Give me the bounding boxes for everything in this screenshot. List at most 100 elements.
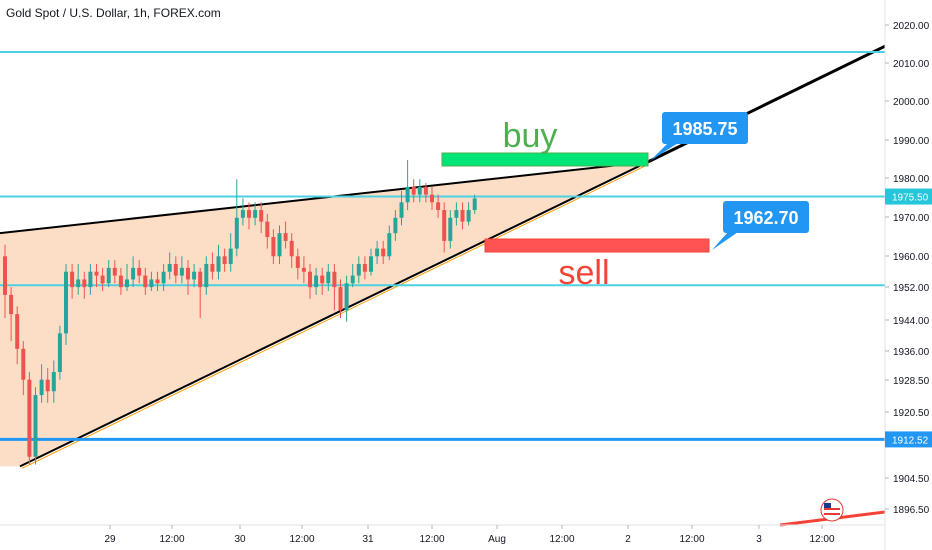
- candle-body: [405, 186, 410, 203]
- candle: [320, 267, 325, 295]
- candle-body: [179, 267, 184, 276]
- candle: [64, 264, 68, 345]
- time-tick-label: 12:00: [809, 534, 834, 545]
- candle: [186, 260, 190, 295]
- candle: [387, 225, 392, 261]
- current-price-level-price-tag-text: 1975.50: [892, 193, 929, 204]
- candle-body: [436, 202, 441, 211]
- candle-body: [45, 379, 50, 392]
- candle-body: [460, 210, 465, 222]
- candle: [9, 287, 14, 342]
- candle: [155, 271, 160, 291]
- time-tick-label: 31: [362, 534, 374, 545]
- candle: [3, 244, 7, 318]
- candle-body: [143, 275, 148, 288]
- candle: [301, 256, 306, 284]
- us-flag-stripe: [824, 513, 840, 515]
- candle: [82, 271, 87, 299]
- candle: [240, 198, 245, 226]
- candle-body: [149, 279, 154, 288]
- price-tick-label: 1896.50: [893, 505, 930, 516]
- candle: [70, 264, 75, 299]
- candle-body: [332, 271, 337, 288]
- candle-body: [320, 275, 325, 284]
- candle: [338, 279, 343, 318]
- time-tick-label: 12:00: [419, 534, 444, 545]
- candle-body: [338, 287, 343, 311]
- candle-body: [125, 279, 129, 288]
- candle-body: [112, 267, 117, 276]
- candle: [448, 210, 453, 249]
- candle: [289, 233, 294, 268]
- candle-body: [472, 198, 477, 211]
- candle-body: [70, 271, 75, 288]
- candle-body: [466, 210, 471, 222]
- candle-body: [423, 186, 428, 195]
- candle-body: [240, 210, 245, 218]
- candle: [179, 256, 184, 284]
- candle: [277, 225, 282, 265]
- candle-body: [186, 267, 190, 280]
- candle-body: [204, 264, 209, 288]
- us-flag-icon: [820, 498, 844, 522]
- candle-body: [417, 186, 422, 195]
- candle-body: [198, 271, 203, 288]
- candle: [381, 240, 386, 265]
- candle-body: [3, 256, 7, 295]
- candle: [88, 264, 93, 295]
- wedge-fill: [0, 161, 648, 467]
- candle: [259, 202, 264, 234]
- candle-body: [356, 264, 361, 276]
- candle-body: [393, 217, 398, 234]
- support-level-price-tag: [885, 431, 932, 448]
- candle-body: [161, 271, 166, 284]
- candle: [167, 252, 172, 280]
- candle: [295, 248, 300, 280]
- candle-body: [21, 348, 26, 380]
- horizontal-levels: [0, 50, 885, 441]
- candle: [314, 267, 319, 295]
- candle-body: [216, 256, 221, 272]
- candle: [283, 221, 288, 249]
- candle: [106, 260, 111, 288]
- candle: [33, 387, 38, 465]
- candle-body: [131, 267, 136, 280]
- candle-body: [51, 371, 56, 392]
- candle-body: [33, 395, 38, 457]
- candle: [308, 264, 312, 299]
- candle-body: [9, 294, 14, 315]
- candle-body: [228, 248, 233, 265]
- candle-body: [173, 264, 178, 276]
- time-tick-label: Aug: [488, 534, 506, 545]
- candle: [442, 202, 447, 253]
- candle-body: [253, 210, 258, 218]
- price-tick-label: 1960.00: [893, 252, 930, 263]
- candle-body: [76, 279, 81, 288]
- candle: [326, 264, 331, 291]
- candle: [454, 202, 459, 226]
- candle-body: [454, 210, 459, 218]
- buy-label: buy: [503, 117, 558, 155]
- candle-body: [362, 264, 367, 272]
- candle-body: [308, 271, 312, 288]
- price-tick-label: 1970.00: [893, 213, 930, 224]
- candle: [375, 240, 380, 265]
- candle-body: [314, 275, 319, 288]
- candle-body: [57, 333, 62, 372]
- price-tick-label: 2000.00: [893, 97, 930, 108]
- candle-body: [192, 271, 197, 280]
- time-tick-label: 2: [625, 534, 631, 545]
- candle-body: [137, 267, 142, 276]
- candle: [149, 271, 154, 291]
- sell-callout-text: 1962.70: [733, 208, 798, 228]
- buy-callout-box: [662, 112, 748, 144]
- candle: [27, 371, 32, 465]
- current-price-level-price-tag: [885, 188, 932, 205]
- candle-body: [118, 275, 123, 288]
- candle: [39, 364, 44, 403]
- sell-callout-box: [723, 201, 809, 233]
- candle: [21, 341, 26, 396]
- price-tick-label: 1980.00: [893, 174, 930, 185]
